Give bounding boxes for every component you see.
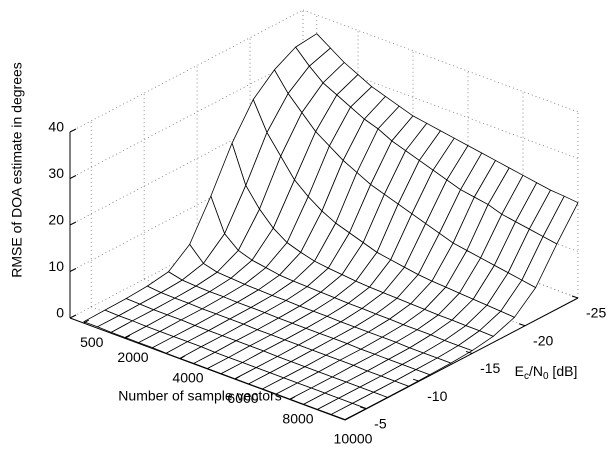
y-tick-label: -5 bbox=[374, 416, 387, 432]
z-tick bbox=[69, 175, 77, 179]
z-tick-label: 0 bbox=[56, 305, 64, 321]
x-tick-label: 500 bbox=[80, 334, 104, 350]
x-tick-label: 2000 bbox=[117, 349, 148, 365]
x-axis bbox=[69, 317, 346, 421]
z-tick bbox=[69, 268, 77, 272]
y-tick-label: -25 bbox=[586, 305, 606, 321]
z-tick-label: 10 bbox=[48, 258, 64, 274]
z-tick-label: 30 bbox=[48, 165, 64, 181]
x-tick bbox=[179, 355, 186, 360]
x-tick-label: 4000 bbox=[172, 370, 203, 386]
x-tick-label: 8000 bbox=[282, 410, 313, 426]
x-tick bbox=[344, 416, 351, 421]
x-axis-label: Number of sample vectors bbox=[118, 388, 281, 404]
x-tick bbox=[83, 319, 90, 324]
y-tick-label: -15 bbox=[480, 360, 500, 376]
y-tick bbox=[412, 378, 420, 382]
z-tick-label: 20 bbox=[48, 212, 64, 228]
z-tick bbox=[69, 128, 77, 133]
x-tick bbox=[124, 334, 131, 339]
y-tick-label: -10 bbox=[427, 388, 447, 404]
x-tick bbox=[289, 396, 296, 401]
grid-line bbox=[302, 9, 579, 113]
x-tick-label: 10000 bbox=[334, 431, 373, 447]
z-tick bbox=[69, 221, 77, 226]
x-tick-label: 6000 bbox=[227, 390, 258, 406]
z-tick bbox=[69, 314, 77, 319]
y-tick bbox=[571, 295, 579, 299]
y-tick bbox=[518, 323, 526, 327]
y-tick bbox=[360, 406, 367, 410]
x-tick bbox=[234, 375, 241, 380]
y-tick bbox=[465, 350, 473, 354]
y-axis bbox=[344, 297, 579, 421]
z-axis-label: RMSE of DOA estimate in degrees bbox=[9, 62, 25, 278]
y-axis-label: Ec/N0 [dB] bbox=[515, 363, 578, 382]
z-tick-label: 40 bbox=[48, 119, 64, 135]
y-tick-label: -20 bbox=[533, 332, 553, 348]
